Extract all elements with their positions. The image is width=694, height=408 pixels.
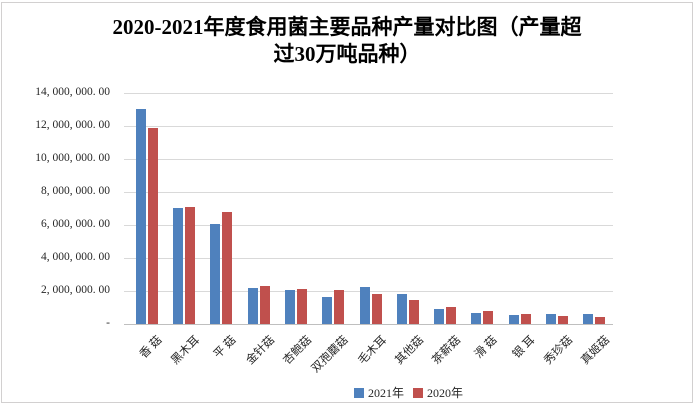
- y-tick-label: 6, 000, 000. 00: [41, 218, 110, 230]
- bar-2020年-金针菇: [260, 286, 270, 324]
- y-tick-label: 8, 000, 000. 00: [41, 185, 110, 197]
- x-axis-label-黑木耳: 黑木耳: [168, 334, 202, 368]
- x-axis-label-平菇: 平 菇: [211, 334, 239, 361]
- x-axis-label-茶薪菇: 茶薪菇: [429, 334, 463, 368]
- bar-2021年-滑菇: [471, 313, 481, 324]
- bar-2021年-杏鲍菇: [285, 290, 295, 324]
- bar-2020年-其他菇: [409, 300, 419, 324]
- x-axis-label-双孢蘑菇: 双孢蘑菇: [309, 334, 351, 376]
- x-axis-label-其他菇: 其他菇: [392, 334, 426, 368]
- x-axis-label-银耳: 银 耳: [510, 334, 538, 361]
- legend-item-2021年: 2021年: [354, 384, 404, 401]
- y-tick-label: 10, 000, 000. 00: [35, 152, 110, 164]
- bar-2020年-银耳: [521, 314, 531, 324]
- gridline-8000000: [124, 192, 613, 193]
- bar-2021年-金针菇: [248, 288, 258, 324]
- bar-2020年-茶薪菇: [446, 307, 456, 324]
- bar-2020年-秀珍菇: [558, 316, 568, 324]
- bar-2020年-平菇: [222, 212, 232, 324]
- legend-item-2020年: 2020年: [413, 384, 463, 401]
- legend: 2021年 2020年: [354, 384, 463, 401]
- bar-2021年-银耳: [509, 315, 519, 324]
- gridline-14000000: [124, 93, 613, 94]
- bar-2020年-杏鲍菇: [297, 289, 307, 324]
- bar-2021年-毛木耳: [360, 287, 370, 324]
- chart-title-line1: 2020-2021年度食用菌主要品种产量对比图（产量超: [112, 15, 582, 39]
- bar-2020年-真姬菇: [595, 317, 605, 324]
- gridline-4000000: [124, 258, 613, 259]
- x-axis-label-秀珍菇: 秀珍菇: [541, 334, 575, 368]
- bar-2021年-秀珍菇: [546, 314, 556, 324]
- y-tick-label: 2, 000, 000. 00: [41, 284, 110, 296]
- legend-label: 2021年: [368, 386, 405, 400]
- bar-2021年-平菇: [210, 224, 220, 324]
- y-tick-label: -: [106, 317, 110, 329]
- gridline-6000000: [124, 225, 613, 226]
- bar-2021年-香菇: [136, 109, 146, 324]
- bar-2020年-香菇: [148, 128, 158, 324]
- y-tick-label: 12, 000, 000. 00: [35, 119, 110, 131]
- bar-2020年-毛木耳: [372, 294, 382, 324]
- legend-swatch-icon: [354, 387, 364, 398]
- bar-2021年-茶薪菇: [434, 309, 444, 324]
- bar-2021年-黑木耳: [173, 208, 183, 324]
- bar-2021年-真姬菇: [583, 314, 593, 324]
- chart-title: 2020-2021年度食用菌主要品种产量对比图（产量超 过30万吨品种）: [40, 14, 654, 68]
- x-axis-label-真姬菇: 真姬菇: [578, 334, 612, 368]
- gridline-12000000: [124, 126, 613, 127]
- bar-2021年-其他菇: [397, 294, 407, 324]
- bar-2020年-双孢蘑菇: [334, 290, 344, 324]
- legend-swatch-icon: [413, 387, 424, 398]
- bar-2020年-黑木耳: [185, 207, 195, 324]
- chart-title-line2: 过30万吨品种）: [273, 42, 421, 66]
- x-axis-label-滑菇: 滑 菇: [472, 334, 500, 361]
- bar-2021年-双孢蘑菇: [322, 297, 332, 324]
- y-tick-label: 14, 000, 000. 00: [35, 86, 110, 98]
- x-axis-label-毛木耳: 毛木耳: [355, 334, 389, 368]
- x-axis-label-金针菇: 金针菇: [243, 334, 277, 368]
- y-tick-label: 4, 000, 000. 00: [41, 251, 110, 263]
- gridline-0: [124, 324, 613, 325]
- gridline-10000000: [124, 159, 613, 160]
- bar-2020年-滑菇: [483, 311, 493, 324]
- x-axis-label-香菇: 香 菇: [137, 334, 165, 361]
- legend-label: 2020年: [427, 386, 464, 400]
